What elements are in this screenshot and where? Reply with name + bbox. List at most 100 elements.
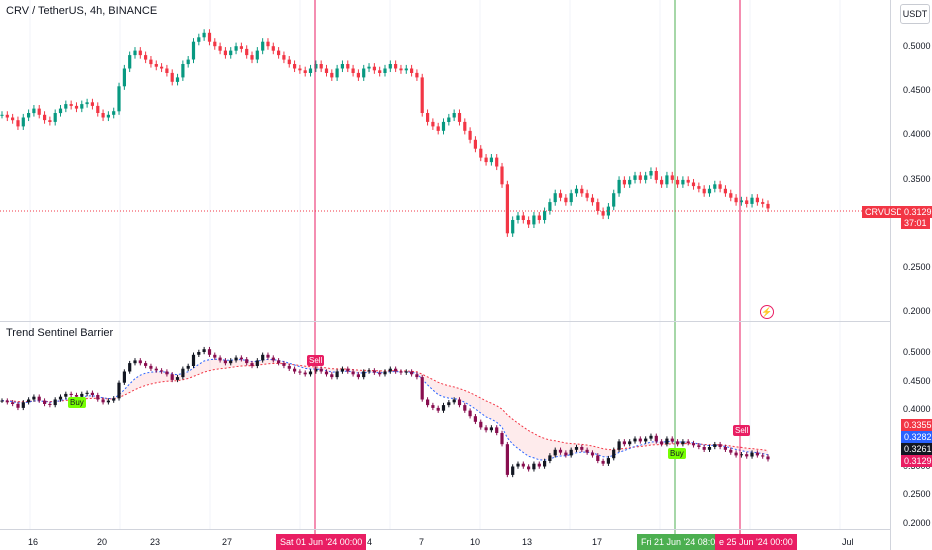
candle	[138, 50, 142, 56]
candle	[718, 184, 722, 189]
indicator-candle	[128, 363, 132, 372]
indicator-candle	[5, 400, 9, 403]
price-tick: 0.2500	[903, 262, 931, 272]
candle	[160, 66, 164, 69]
indicator-candle	[351, 371, 355, 375]
indicator-candle	[638, 438, 642, 442]
indicator-candle	[484, 427, 488, 431]
candle	[574, 188, 579, 194]
indicator-candle	[282, 363, 286, 366]
candle	[372, 66, 376, 71]
candle	[697, 186, 701, 189]
indicator-candle	[186, 365, 190, 369]
indicator-candle	[447, 402, 451, 406]
candle	[64, 104, 68, 109]
indicator-candle	[532, 463, 536, 470]
indicator-candle	[702, 447, 706, 450]
indicator-candle	[473, 416, 477, 422]
candle	[638, 175, 642, 180]
candle	[596, 202, 600, 211]
indicator-candle	[686, 441, 690, 444]
candle	[165, 68, 169, 73]
indicator-title[interactable]: Trend Sentinel Barrier	[6, 327, 114, 339]
indicator-candle	[383, 371, 387, 375]
candle	[404, 68, 408, 71]
indicator-candle	[74, 395, 79, 397]
price-tick: 0.5000	[903, 41, 931, 51]
indicator-candle	[633, 438, 637, 442]
time-tick: 20	[97, 537, 108, 547]
indicator-candle	[718, 444, 722, 447]
indicator-candle	[53, 399, 57, 406]
candle	[85, 102, 89, 105]
candle	[277, 50, 281, 56]
candle	[601, 211, 605, 216]
symbol-title[interactable]: CRV / TetherUS, 4h, BINANCE	[6, 5, 158, 17]
indicator-candle	[287, 365, 291, 369]
indicator-candle	[37, 396, 41, 401]
candle	[665, 175, 669, 185]
indicator-candle	[218, 357, 222, 361]
indicator-candle	[495, 427, 499, 433]
candle	[197, 37, 201, 42]
candle	[415, 72, 419, 78]
crosshair-date-1: Sat 01 Jun '24 00:00	[276, 534, 367, 550]
indicator-candle	[314, 368, 318, 372]
indicator-candle	[69, 393, 73, 395]
indicator-tick: 0.5000	[903, 347, 931, 357]
candle	[21, 117, 25, 127]
indicator-candle	[713, 444, 717, 447]
indicator-candle	[394, 368, 398, 372]
candle	[293, 64, 297, 69]
candle	[346, 64, 350, 69]
indicator-candle	[500, 433, 504, 445]
time-tick: Jul	[842, 537, 854, 547]
indicator-candle	[761, 455, 765, 457]
time-tick: 10	[470, 537, 481, 547]
indicator-candle	[378, 372, 382, 375]
candle	[32, 108, 36, 114]
indicator-candle	[191, 354, 196, 366]
candle	[410, 68, 414, 73]
candle	[585, 193, 589, 198]
indicator-candle	[590, 452, 595, 456]
candle	[495, 157, 499, 167]
candle	[356, 72, 360, 78]
price-tick: 0.2000	[903, 306, 931, 316]
candle	[606, 206, 610, 216]
indicator-candle	[170, 374, 174, 380]
candle	[175, 77, 180, 82]
indicator-candle	[388, 368, 392, 372]
currency-button[interactable]: USDT	[900, 4, 930, 24]
indicator-candle	[415, 374, 419, 378]
indicator-candle	[431, 405, 435, 408]
candle	[670, 175, 674, 180]
buy-signal: Buy	[668, 448, 686, 459]
indicator-candle	[245, 359, 249, 364]
indicator-candle	[138, 360, 142, 364]
indicator-candle	[463, 405, 467, 411]
indicator-candle	[101, 399, 105, 403]
candle	[144, 55, 148, 60]
candle	[223, 50, 227, 56]
indicator-candle	[255, 360, 259, 366]
time-tick: 7	[419, 537, 425, 547]
crosshair-date-2: Fri 21 Jun '24 08:00	[637, 534, 725, 550]
indicator-tick: 0.4000	[903, 404, 931, 414]
indicator-candle	[261, 354, 265, 361]
indicator-candle	[32, 396, 36, 400]
candle	[691, 182, 696, 187]
lightning-icon[interactable]: ⚡	[760, 305, 774, 319]
candle	[378, 70, 382, 73]
candle	[80, 104, 84, 109]
candle	[255, 50, 259, 60]
candle	[122, 68, 126, 87]
candle	[43, 114, 47, 121]
indicator-candle	[335, 371, 339, 378]
indicator-candle	[734, 452, 738, 456]
indicator-candle	[202, 349, 206, 352]
indicator-candle	[0, 400, 4, 402]
candle	[149, 59, 153, 65]
indicator-candle	[340, 368, 344, 372]
